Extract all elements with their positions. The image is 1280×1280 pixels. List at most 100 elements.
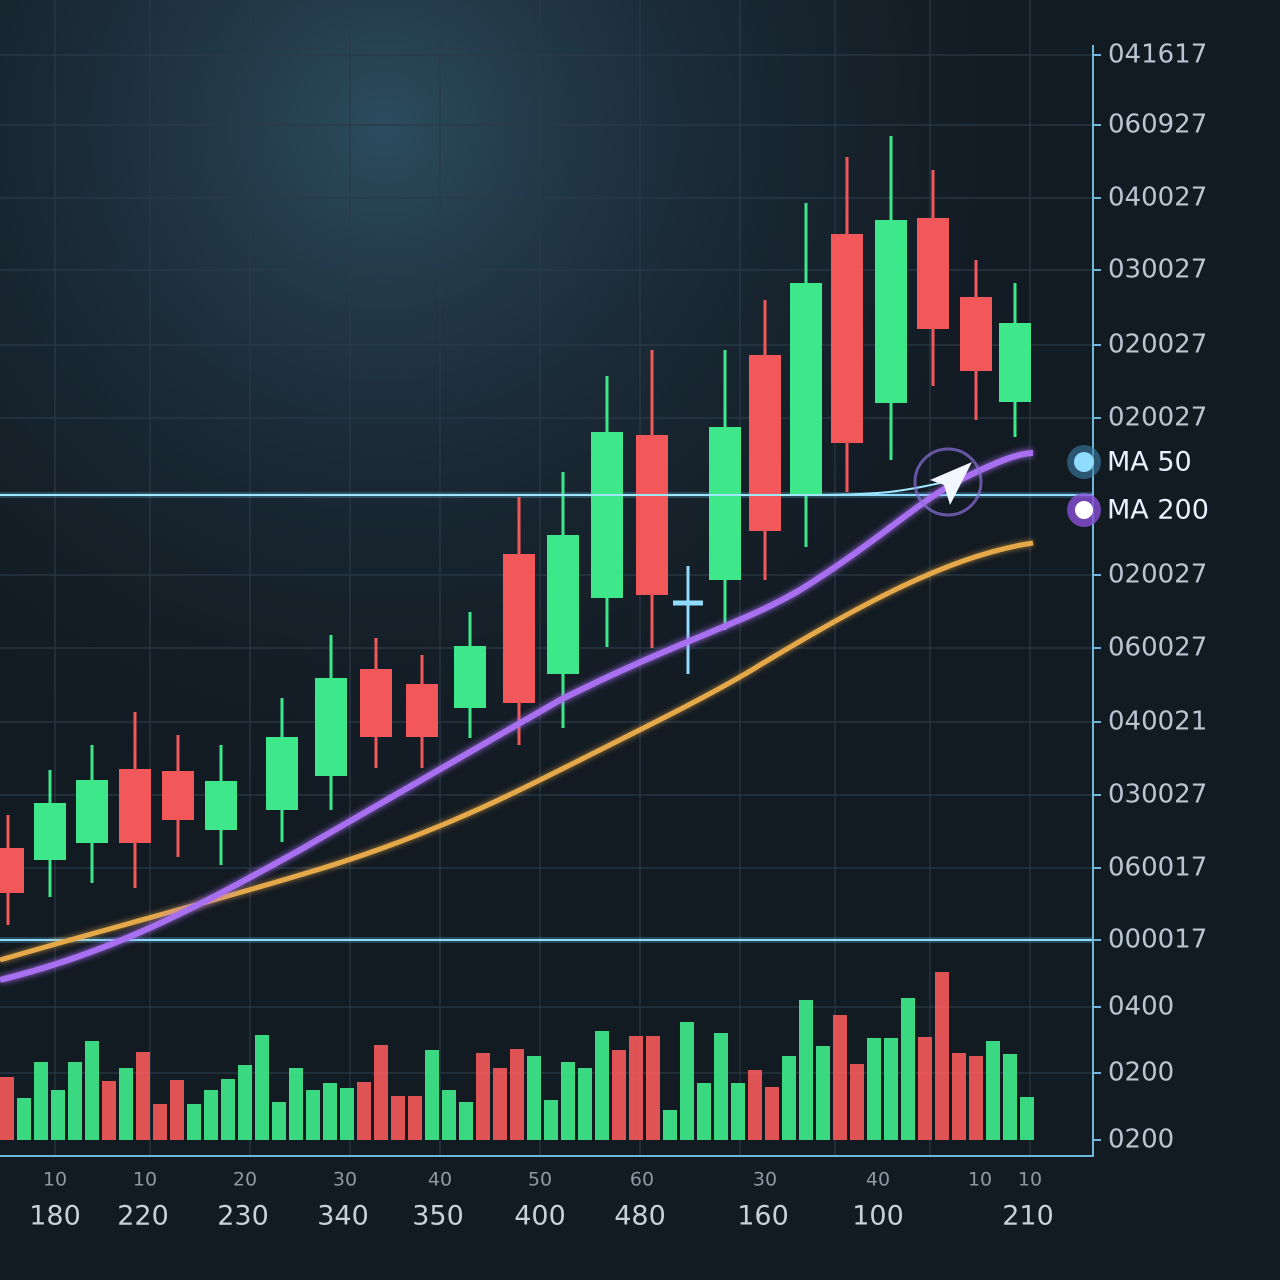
x-minor-label: 40 (866, 1169, 890, 1191)
x-major-label: 400 (514, 1201, 566, 1232)
volume-bar (170, 1080, 184, 1140)
y-tick-label: 060927 (1108, 110, 1207, 140)
candle-body (205, 781, 237, 830)
candle-body (0, 848, 24, 893)
y-tick-label: 020027 (1108, 330, 1207, 360)
volume-bar (272, 1102, 286, 1140)
x-minor-label: 10 (133, 1169, 157, 1191)
ma-cyan-join (0, 482, 941, 496)
volume-bar (374, 1045, 388, 1140)
volume-bar (221, 1079, 235, 1140)
volume-bar (612, 1050, 626, 1140)
volume-bar (850, 1064, 864, 1140)
candle-body (406, 684, 438, 737)
volume-bar (1003, 1054, 1017, 1140)
volume-bar (187, 1104, 201, 1140)
volume-bar (986, 1041, 1000, 1140)
volume-bar (238, 1065, 252, 1140)
candle-body (266, 737, 298, 810)
volume-bar (17, 1098, 31, 1140)
candle-body (315, 678, 347, 776)
legend-label: MA 200 (1107, 495, 1209, 526)
x-minor-label: 10 (43, 1169, 67, 1191)
x-minor-label: 60 (630, 1169, 654, 1191)
arrow-ring (913, 447, 983, 517)
legend-dot (1074, 452, 1094, 472)
volume-bar (442, 1090, 456, 1140)
y-tick-label: 020027 (1108, 403, 1207, 433)
x-major-label: 160 (737, 1201, 789, 1232)
y-tick-label: 060017 (1108, 853, 1207, 883)
volume-tick-label: 0200 (1108, 1058, 1174, 1088)
x-major-label: 340 (317, 1201, 369, 1232)
volume-tick-label: 0200 (1108, 1125, 1174, 1155)
candle-body (503, 554, 535, 703)
volume-bar (68, 1062, 82, 1140)
candle-body (119, 769, 151, 843)
y-tick-label: 060027 (1108, 633, 1207, 663)
x-major-label: 350 (412, 1201, 464, 1232)
candle-body (960, 297, 992, 371)
volume-bar (340, 1088, 354, 1140)
volume-bar (493, 1068, 507, 1140)
y-tick-label: 000017 (1108, 925, 1207, 955)
volume-bar (323, 1083, 337, 1140)
volume-bar (731, 1083, 745, 1140)
y-tick-label: 040027 (1108, 183, 1207, 213)
volume-bars (0, 972, 1034, 1140)
volume-bar (102, 1081, 116, 1140)
x-minor-label: 40 (428, 1169, 452, 1191)
volume-bar (867, 1038, 881, 1140)
volume-bar (204, 1090, 218, 1140)
x-minor-label: 50 (528, 1169, 552, 1191)
candle-body (76, 780, 108, 843)
candle-body (709, 427, 741, 580)
volume-bar (510, 1049, 524, 1140)
volume-bar (153, 1104, 167, 1140)
volume-bar (714, 1033, 728, 1140)
volume-bar (289, 1068, 303, 1140)
volume-bar (51, 1090, 65, 1140)
x-major-label: 180 (29, 1201, 81, 1232)
moving-averages (0, 447, 1034, 984)
volume-bar (0, 1077, 14, 1140)
volume-bar (697, 1083, 711, 1140)
volume-bar (629, 1036, 643, 1140)
volume-bar (85, 1041, 99, 1140)
volume-bar (833, 1015, 847, 1140)
x-major-label: 220 (117, 1201, 169, 1232)
x-minor-label: 30 (753, 1169, 777, 1191)
volume-bar (306, 1090, 320, 1140)
volume-bar (391, 1096, 405, 1140)
x-major-label: 480 (614, 1201, 666, 1232)
volume-bar (561, 1062, 575, 1140)
candle-body (591, 432, 623, 598)
volume-bar (918, 1037, 932, 1140)
candle-body (547, 535, 579, 674)
x-minor-label: 20 (233, 1169, 257, 1191)
x-major-label: 230 (217, 1201, 269, 1232)
volume-bar (901, 998, 915, 1140)
candle-body (34, 803, 66, 860)
volume-bar (782, 1056, 796, 1140)
volume-bar (1020, 1097, 1034, 1140)
volume-bar (34, 1062, 48, 1140)
candle-body (749, 355, 781, 531)
volume-bar (816, 1046, 830, 1140)
candle-body (831, 234, 863, 443)
volume-bar (119, 1068, 133, 1140)
volume-bar (408, 1096, 422, 1140)
volume-bar (680, 1022, 694, 1140)
volume-bar (663, 1110, 677, 1140)
volume-bar (476, 1053, 490, 1140)
y-tick-label: 030027 (1108, 255, 1207, 285)
x-major-label: 100 (852, 1201, 904, 1232)
ma-purple (0, 450, 1034, 983)
volume-bar (136, 1052, 150, 1140)
volume-bar (544, 1100, 558, 1140)
volume-bar (935, 972, 949, 1140)
candle-body (360, 669, 392, 737)
candle-body (999, 323, 1031, 402)
x-minor-label: 30 (333, 1169, 357, 1191)
